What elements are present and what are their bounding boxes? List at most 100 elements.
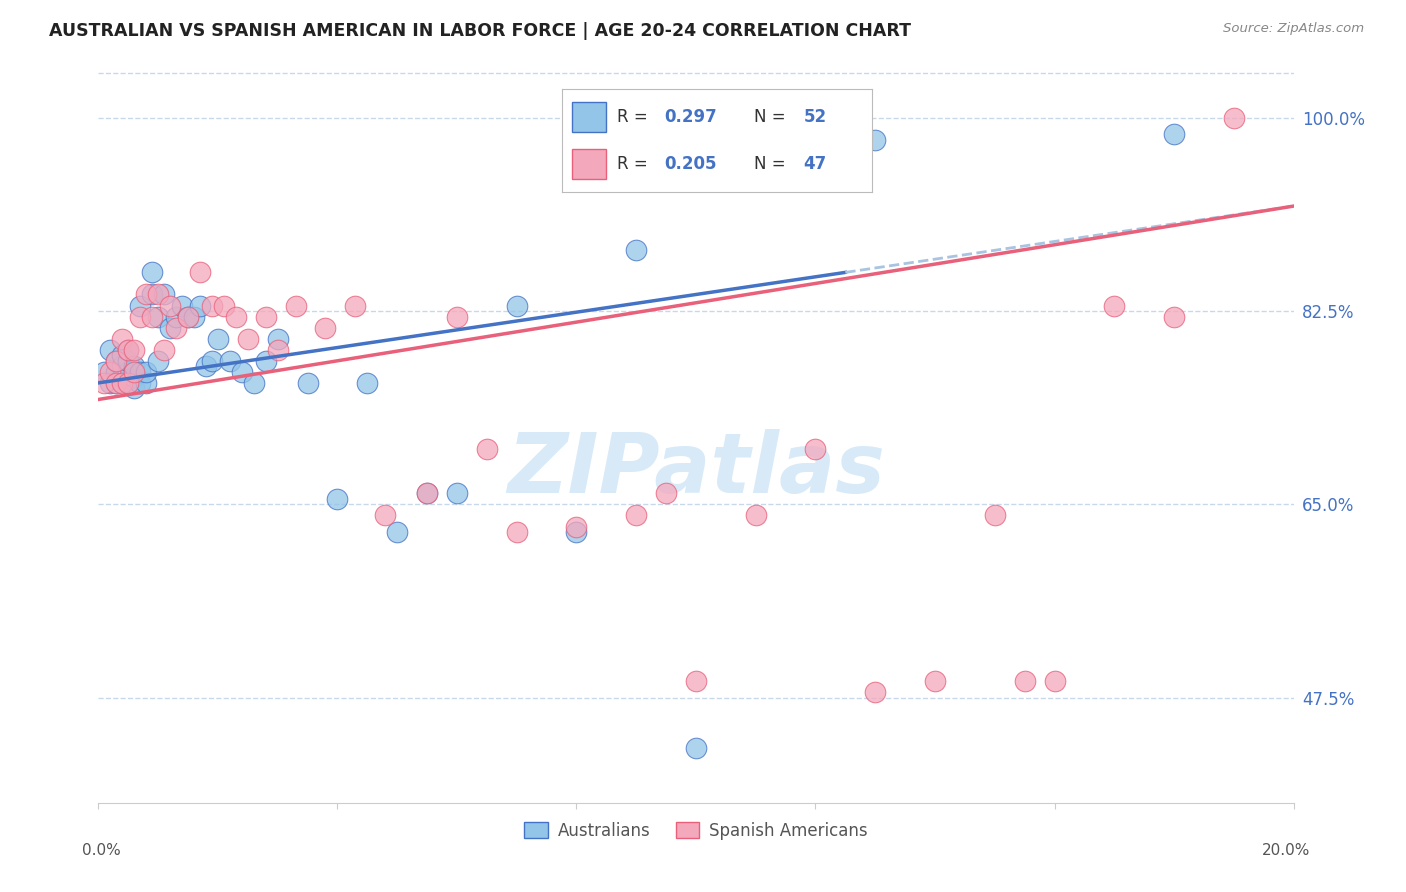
Text: ZIPatlas: ZIPatlas bbox=[508, 429, 884, 510]
Point bbox=[98, 365, 122, 379]
Point bbox=[124, 365, 146, 379]
Point bbox=[135, 365, 157, 379]
FancyBboxPatch shape bbox=[572, 149, 606, 179]
Point bbox=[117, 343, 139, 357]
Text: R =: R = bbox=[616, 155, 647, 173]
Point bbox=[105, 376, 128, 390]
Point bbox=[1104, 299, 1126, 313]
Point bbox=[105, 353, 128, 368]
Point bbox=[1014, 674, 1036, 689]
Point bbox=[195, 359, 218, 374]
Point bbox=[117, 376, 139, 390]
Point bbox=[267, 332, 290, 346]
Point bbox=[315, 320, 337, 334]
Point bbox=[207, 332, 229, 346]
Point bbox=[243, 376, 266, 390]
Point bbox=[565, 524, 588, 539]
Point bbox=[254, 310, 277, 324]
Point bbox=[177, 310, 200, 324]
Point bbox=[745, 508, 768, 523]
Point bbox=[344, 299, 367, 313]
Point bbox=[105, 365, 128, 379]
Text: 52: 52 bbox=[804, 108, 827, 126]
Point bbox=[236, 332, 259, 346]
Point bbox=[416, 486, 439, 500]
Point bbox=[183, 310, 205, 324]
Point bbox=[148, 287, 170, 301]
Point bbox=[475, 442, 498, 457]
Text: 0.297: 0.297 bbox=[665, 108, 717, 126]
Text: 0.0%: 0.0% bbox=[82, 843, 121, 858]
Point bbox=[1163, 128, 1185, 142]
Point bbox=[865, 685, 887, 699]
Point bbox=[1223, 111, 1246, 125]
Point bbox=[188, 265, 211, 279]
Point bbox=[984, 508, 1007, 523]
Point bbox=[98, 376, 122, 390]
Point bbox=[124, 359, 146, 374]
Point bbox=[129, 376, 152, 390]
Point bbox=[141, 287, 163, 301]
Point bbox=[129, 365, 152, 379]
Point bbox=[117, 353, 139, 368]
Point bbox=[159, 320, 181, 334]
Point bbox=[231, 365, 253, 379]
Point bbox=[385, 524, 409, 539]
Point bbox=[135, 376, 157, 390]
Point bbox=[111, 370, 134, 384]
Text: N =: N = bbox=[754, 155, 786, 173]
Text: AUSTRALIAN VS SPANISH AMERICAN IN LABOR FORCE | AGE 20-24 CORRELATION CHART: AUSTRALIAN VS SPANISH AMERICAN IN LABOR … bbox=[49, 22, 911, 40]
Point bbox=[685, 674, 707, 689]
Point bbox=[326, 491, 349, 506]
Point bbox=[159, 299, 181, 313]
Text: 0.205: 0.205 bbox=[665, 155, 717, 173]
Point bbox=[1043, 674, 1066, 689]
Point bbox=[626, 508, 648, 523]
Point bbox=[219, 353, 242, 368]
Point bbox=[111, 332, 134, 346]
Point bbox=[124, 370, 146, 384]
Point bbox=[111, 376, 134, 390]
Text: Source: ZipAtlas.com: Source: ZipAtlas.com bbox=[1223, 22, 1364, 36]
Point bbox=[1163, 310, 1185, 324]
Point bbox=[165, 310, 187, 324]
Point bbox=[267, 343, 290, 357]
Point bbox=[111, 348, 134, 362]
Point bbox=[865, 133, 887, 147]
Point bbox=[188, 299, 211, 313]
Point bbox=[804, 442, 827, 457]
Point bbox=[93, 365, 115, 379]
Point bbox=[117, 376, 139, 390]
Point bbox=[506, 524, 529, 539]
Point bbox=[374, 508, 396, 523]
Point bbox=[129, 310, 152, 324]
Point bbox=[111, 359, 134, 374]
Point bbox=[655, 486, 678, 500]
Text: N =: N = bbox=[754, 108, 786, 126]
Point bbox=[685, 740, 707, 755]
Point bbox=[225, 310, 247, 324]
Point bbox=[172, 299, 194, 313]
Point bbox=[177, 310, 200, 324]
Point bbox=[924, 674, 946, 689]
Point bbox=[201, 299, 224, 313]
Point bbox=[565, 519, 588, 533]
Text: 47: 47 bbox=[804, 155, 827, 173]
Point bbox=[356, 376, 378, 390]
Point bbox=[284, 299, 307, 313]
Point bbox=[93, 376, 115, 390]
Point bbox=[506, 299, 529, 313]
Point bbox=[446, 486, 468, 500]
Point bbox=[135, 287, 157, 301]
Point bbox=[117, 365, 139, 379]
Point bbox=[124, 343, 146, 357]
Point bbox=[141, 265, 163, 279]
Point bbox=[117, 343, 139, 357]
Legend: Australians, Spanish Americans: Australians, Spanish Americans bbox=[517, 815, 875, 847]
Point bbox=[129, 299, 152, 313]
Text: 20.0%: 20.0% bbox=[1263, 843, 1310, 858]
Text: R =: R = bbox=[616, 108, 647, 126]
Point bbox=[201, 353, 224, 368]
Point bbox=[165, 320, 187, 334]
Point bbox=[212, 299, 235, 313]
